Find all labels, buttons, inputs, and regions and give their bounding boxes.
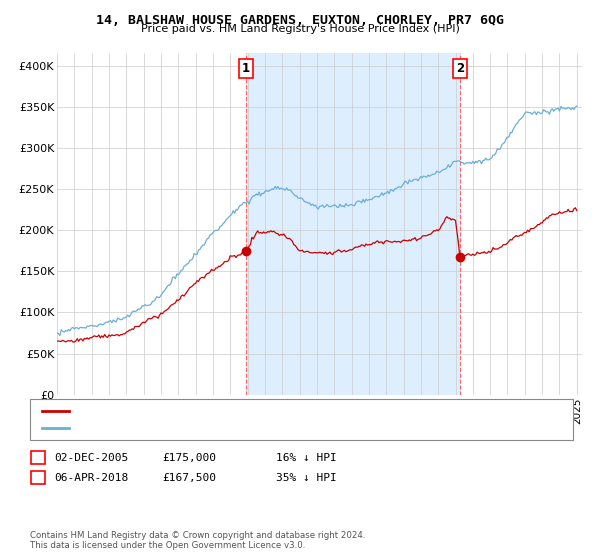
Text: 35% ↓ HPI: 35% ↓ HPI xyxy=(276,473,337,483)
Text: 1: 1 xyxy=(35,452,41,463)
Bar xyxy=(246,53,460,395)
Text: 1: 1 xyxy=(242,62,250,75)
Text: £175,000: £175,000 xyxy=(162,452,216,463)
Text: HPI: Average price, detached house, Chorley: HPI: Average price, detached house, Chor… xyxy=(75,423,328,433)
Text: 14, BALSHAW HOUSE GARDENS, EUXTON, CHORLEY, PR7 6QG: 14, BALSHAW HOUSE GARDENS, EUXTON, CHORL… xyxy=(96,14,504,27)
Text: 2: 2 xyxy=(35,473,41,483)
Text: 16% ↓ HPI: 16% ↓ HPI xyxy=(276,452,337,463)
Text: 02-DEC-2005: 02-DEC-2005 xyxy=(54,452,128,463)
Text: 2: 2 xyxy=(456,62,464,75)
Text: Price paid vs. HM Land Registry's House Price Index (HPI): Price paid vs. HM Land Registry's House … xyxy=(140,24,460,34)
Text: £167,500: £167,500 xyxy=(162,473,216,483)
Text: 14, BALSHAW HOUSE GARDENS, EUXTON, CHORLEY, PR7 6QG (detached house): 14, BALSHAW HOUSE GARDENS, EUXTON, CHORL… xyxy=(75,405,475,416)
Text: 06-APR-2018: 06-APR-2018 xyxy=(54,473,128,483)
Text: Contains HM Land Registry data © Crown copyright and database right 2024.
This d: Contains HM Land Registry data © Crown c… xyxy=(30,530,365,550)
